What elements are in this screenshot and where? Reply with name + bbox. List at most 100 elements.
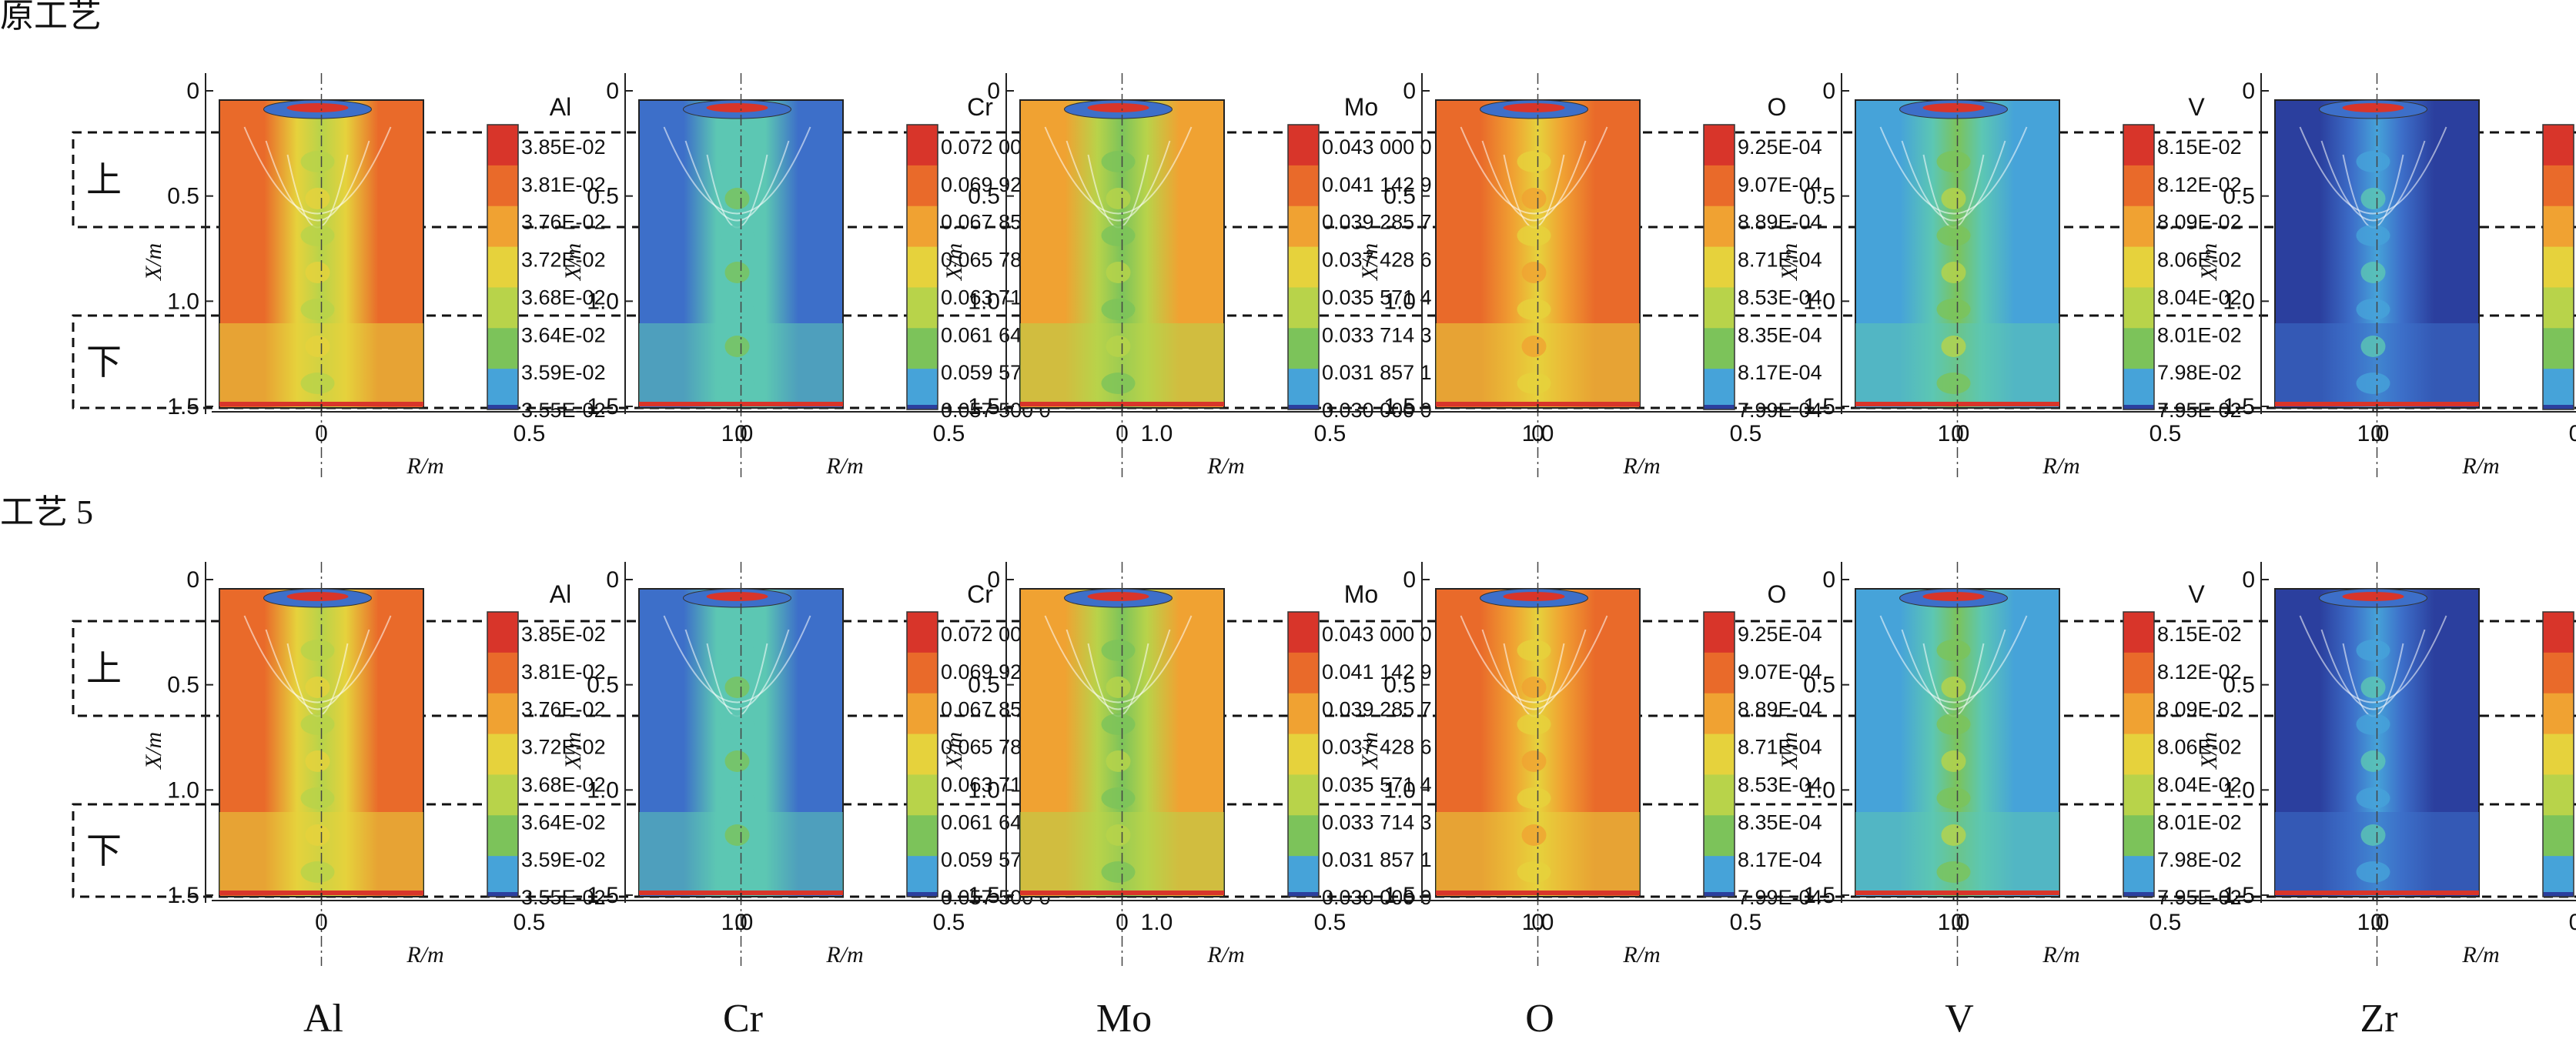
x-tick-label: 0.5 <box>167 673 199 698</box>
colorbar-tick-label: 7.95E-02 <box>2157 886 2242 909</box>
x-axis-label: X/m <box>942 243 967 281</box>
lower-zone-label: 下 <box>86 343 122 382</box>
colorbar-tick-label: 8.53E-04 <box>1738 286 1822 309</box>
x-tick-label: 1.0 <box>1383 289 1416 314</box>
contour-panel-o: 0 0.5 1.0 1.5 X/m 0 0.5 1.0 R/m O 9.25E-04 9.07E-04… <box>1357 562 1969 967</box>
x-tick-label: 1.0 <box>2223 289 2255 314</box>
colorbar-tick-label: 3.55E-02 <box>521 886 606 909</box>
x-tick-label: 0 <box>1403 79 1416 104</box>
colorbar-title: O <box>1768 580 1787 608</box>
x-tick-label: 1.0 <box>1803 777 1835 803</box>
colorbar <box>1287 611 1320 897</box>
colorbar-tick-label: 8.01E-02 <box>2157 810 2242 834</box>
x-tick-label: 0 <box>987 79 1000 104</box>
contour-panel-mo: 0 0.5 1.0 1.5 X/m 0 0.5 1.0 R/m Mo 0.043 000 0 0.04… <box>942 562 1554 967</box>
r-axis-label: R/m <box>2461 453 2499 479</box>
x-tick-label: 1.5 <box>968 883 1000 908</box>
x-tick-label: 1.0 <box>968 289 1000 314</box>
r-axis-label: R/m <box>2042 453 2079 479</box>
x-tick-label: 1.5 <box>1803 883 1835 908</box>
colorbar-tick-label: 8.17E-04 <box>1738 848 1822 871</box>
x-axis-label: X/m <box>560 732 586 770</box>
x-tick-label: 0 <box>606 79 619 104</box>
r-axis-label: R/m <box>406 453 443 479</box>
x-tick-label: 1.5 <box>167 394 199 419</box>
x-tick-label: 1.0 <box>1383 777 1416 803</box>
r-tick-label: 0.5 <box>1730 421 1762 446</box>
colorbar-tick-label: 0.035 571 4 <box>1322 286 1432 309</box>
x-tick-label: 0.5 <box>587 673 619 698</box>
x-tick-label: 0.5 <box>2223 184 2255 209</box>
colorbar-tick-label: 9.25E-04 <box>1738 623 1822 646</box>
colorbar-tick-label: 0.041 142 9 <box>1322 173 1432 196</box>
colorbar-tick-label: 0.037 428 6 <box>1322 736 1432 759</box>
lower-zone-label: 下 <box>86 831 122 871</box>
colorbar <box>2123 124 2155 410</box>
x-tick-label: 1.0 <box>968 777 1000 803</box>
contour-panel-al: 0 0.5 1.0 1.5 X/m 0 0.5 1.0 R/m Al 3.85E-02 3.81E-0… <box>141 73 753 479</box>
colorbar-tick-label: 8.71E-04 <box>1738 736 1822 759</box>
colorbar-tick-label: 9.25E-04 <box>1738 135 1822 159</box>
colorbar-tick-label: 0.043 000 0 <box>1322 623 1432 646</box>
colorbar-tick-label: 3.55E-02 <box>521 399 606 422</box>
x-axis-label: X/m <box>1777 732 1802 770</box>
r-tick-label: 1.0 <box>1141 421 1173 446</box>
colorbar-tick-label: 3.85E-02 <box>521 135 606 159</box>
lower-zone-bracket <box>72 314 2576 409</box>
colorbar-tick-label: 8.71E-04 <box>1738 249 1822 272</box>
x-tick-label: 1.5 <box>167 883 199 908</box>
upper-zone-label: 上 <box>86 161 122 200</box>
upper-zone-label: 上 <box>86 650 122 689</box>
r-tick-label: 0.5 <box>2569 910 2576 935</box>
colorbar-tick-label: 0.041 142 9 <box>1322 660 1432 683</box>
r-tick-label: 0 <box>734 910 748 935</box>
r-axis-label: R/m <box>1622 453 1660 479</box>
r-axis-label: R/m <box>1622 942 1660 967</box>
contour-panel-v: 0 0.5 1.0 1.5 X/m 0 0.5 1.0 R/m V 8.15E-02 8.12E-02… <box>1777 73 2389 479</box>
colorbar <box>2542 124 2574 410</box>
x-tick-label: 0 <box>2242 79 2255 104</box>
r-tick-label: 0.5 <box>514 421 546 446</box>
r-tick-label: 0 <box>1531 910 1544 935</box>
element-label-zr: Zr <box>2360 997 2397 1041</box>
r-tick-label: 0.5 <box>933 421 965 446</box>
colorbar-tick-label: 0.030 000 0 <box>1322 886 1432 909</box>
contour-panel-zr: 00.51.01.5X/m00.51.0R/mZr4.40E-024.33E-0… <box>2196 562 2576 967</box>
colorbar-tick-label: 8.06E-02 <box>2157 736 2242 759</box>
x-tick-label: 1.0 <box>587 777 619 803</box>
colorbar-tick-label: 8.09E-02 <box>2157 211 2242 234</box>
upper-zone-bracket <box>72 131 2576 229</box>
x-axis-label: X/m <box>560 243 586 281</box>
colorbar-title: Al <box>550 93 571 121</box>
x-tick-label: 1.0 <box>587 289 619 314</box>
r-tick-label: 0.5 <box>2149 910 2182 935</box>
colorbar-tick-label: 3.64E-02 <box>521 810 606 834</box>
colorbar-title: V <box>2188 580 2205 608</box>
x-tick-label: 0.5 <box>1803 184 1835 209</box>
r-axis-label: R/m <box>825 942 863 967</box>
colorbar-tick-label: 3.59E-02 <box>521 361 606 384</box>
upper-zone-bracket <box>72 620 2576 717</box>
colorbar-tick-label: 0.031 857 1 <box>1322 848 1432 871</box>
contour-panel-o: 0 0.5 1.0 1.5 X/m 0 0.5 1.0 R/m O 9.25E-04 9.07E-04… <box>1357 73 1969 479</box>
colorbar-tick-label: 3.76E-02 <box>521 211 606 234</box>
element-label-mo: Mo <box>1096 997 1152 1041</box>
x-axis-label: X/m <box>2196 243 2222 281</box>
r-tick-label: 0 <box>2370 910 2384 935</box>
x-axis-label: X/m <box>2196 732 2222 770</box>
x-tick-label: 0.5 <box>167 184 199 209</box>
r-tick-label: 1.0 <box>2357 421 2390 446</box>
x-tick-label: 0 <box>186 79 199 104</box>
x-tick-label: 0.5 <box>2223 673 2255 698</box>
r-tick-label: 0 <box>1116 421 1129 446</box>
colorbar <box>906 124 938 410</box>
colorbar-tick-label: 3.81E-02 <box>521 173 606 196</box>
colorbar-tick-label: 0.033 714 3 <box>1322 323 1432 346</box>
x-tick-label: 1.5 <box>1383 394 1416 419</box>
r-axis-label: R/m <box>2042 942 2079 967</box>
colorbar-tick-label: 8.06E-02 <box>2157 249 2242 272</box>
colorbar-tick-label: 3.72E-02 <box>521 736 606 759</box>
r-tick-label: 0 <box>2370 421 2384 446</box>
x-tick-label: 0.5 <box>968 184 1000 209</box>
x-axis-label: X/m <box>141 243 166 281</box>
